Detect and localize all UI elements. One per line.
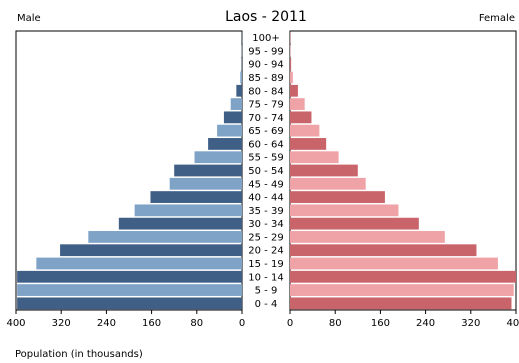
- age-group-label: 95 - 99: [248, 46, 283, 57]
- male-bar: [223, 111, 242, 124]
- age-group-label: 65 - 69: [248, 126, 283, 137]
- female-bar: [290, 98, 305, 110]
- age-group-label: 45 - 49: [248, 179, 283, 190]
- female-bar: [290, 177, 366, 190]
- age-group-label: 55 - 59: [248, 153, 283, 164]
- male-tick-label: 0: [239, 318, 245, 329]
- age-group-label: 100+: [252, 33, 279, 44]
- x-axis-label: Population (in thousands): [15, 349, 143, 360]
- age-group-label: 10 - 14: [248, 272, 283, 283]
- age-group-label: 90 - 94: [248, 60, 283, 71]
- female-panel: [289, 30, 517, 311]
- female-bar: [290, 217, 419, 230]
- age-group-label: 85 - 89: [248, 73, 283, 84]
- female-bar: [290, 124, 320, 137]
- male-bar: [194, 151, 242, 164]
- male-bar: [217, 124, 242, 137]
- female-bar: [290, 231, 445, 243]
- female-bar: [290, 138, 327, 150]
- female-label: Female: [479, 13, 515, 24]
- male-bar: [60, 244, 242, 257]
- female-bar: [290, 244, 477, 257]
- male-bar: [241, 58, 242, 71]
- female-bar: [290, 257, 498, 270]
- age-group-label: 80 - 84: [248, 86, 283, 97]
- male-bar: [134, 204, 242, 217]
- female-bar: [290, 204, 399, 217]
- age-group-label: 25 - 29: [248, 232, 283, 243]
- male-bar: [174, 164, 242, 177]
- age-group-label: 35 - 39: [248, 206, 283, 217]
- female-x-axis: 0 80 160 240 320 400: [287, 310, 519, 329]
- male-x-axis: 400 320 240 160 80 0: [6, 310, 245, 329]
- male-bar: [150, 191, 242, 203]
- male-bar: [240, 71, 242, 84]
- female-bar: [290, 191, 385, 203]
- female-bar: [290, 270, 516, 283]
- chart-title: Laos - 2011: [225, 9, 307, 25]
- female-tick-label: 400: [506, 318, 519, 329]
- female-tick-label: 160: [371, 318, 390, 329]
- male-bar: [118, 217, 242, 230]
- age-group-label: 5 - 9: [255, 286, 278, 297]
- male-bar: [17, 284, 242, 296]
- male-bar: [236, 84, 242, 97]
- age-group-label: 20 - 24: [248, 246, 283, 257]
- female-bar: [290, 71, 293, 84]
- male-bar: [230, 98, 242, 110]
- age-group-label: 0 - 4: [255, 299, 278, 310]
- male-panel: [15, 30, 243, 311]
- male-tick-label: 240: [97, 318, 116, 329]
- female-tick-label: 240: [416, 318, 435, 329]
- male-bar: [36, 257, 243, 270]
- female-tick-label: 0: [287, 318, 293, 329]
- age-group-label: 60 - 64: [248, 139, 283, 150]
- male-bar: [88, 231, 242, 243]
- female-bar: [290, 151, 339, 164]
- male-bar: [17, 297, 242, 310]
- female-bar: [290, 58, 292, 71]
- age-group-label: 70 - 74: [248, 113, 283, 124]
- male-bar: [169, 177, 242, 190]
- male-tick-label: 400: [6, 318, 25, 329]
- male-tick-label: 160: [142, 318, 161, 329]
- female-bar: [290, 284, 514, 296]
- age-labels: 0 - 4 5 - 9 10 - 14 15 - 19 20 - 24 25 - 29 30…: [248, 33, 283, 310]
- age-group-label: 40 - 44: [248, 193, 283, 204]
- female-tick-label: 80: [329, 318, 342, 329]
- male-bar: [17, 270, 242, 283]
- age-group-label: 15 - 19: [248, 259, 283, 270]
- female-bar: [290, 297, 512, 310]
- male-tick-label: 80: [190, 318, 203, 329]
- male-tick-label: 320: [52, 318, 71, 329]
- male-label: Male: [17, 13, 41, 24]
- age-group-label: 30 - 34: [248, 219, 283, 230]
- female-tick-label: 320: [461, 318, 480, 329]
- age-group-label: 50 - 54: [248, 166, 283, 177]
- female-bar: [290, 84, 298, 97]
- female-bar: [290, 111, 312, 124]
- age-group-label: 75 - 79: [248, 100, 283, 111]
- female-bar: [290, 164, 358, 177]
- male-bar: [208, 138, 242, 150]
